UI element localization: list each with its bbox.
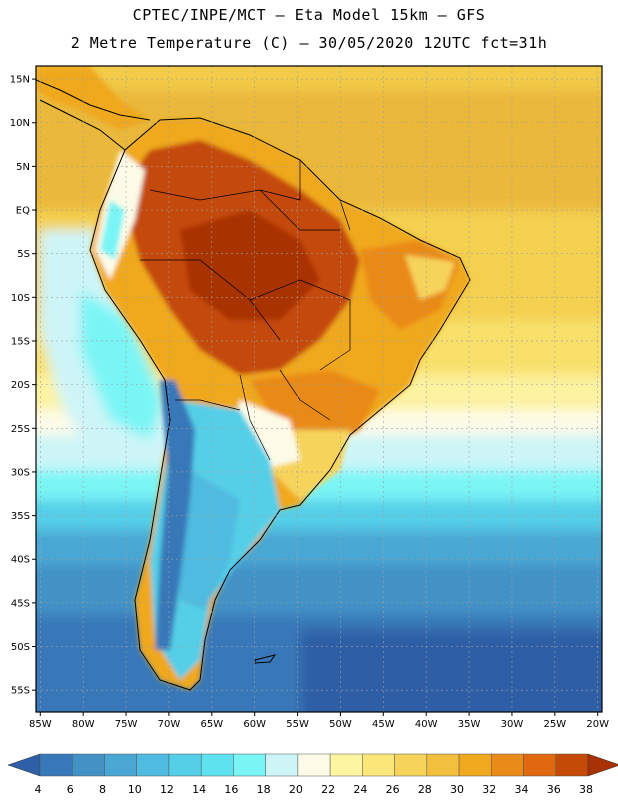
colorbar: 4 6 8 10 12 14 16 18 20 22 24 26 28 30 32 34 36 38 xyxy=(7,753,618,796)
colorbar-label: 38 xyxy=(579,783,593,796)
colorbar-segment xyxy=(39,753,73,777)
lat-label: 25S xyxy=(11,424,30,435)
lat-label: 5N xyxy=(16,162,30,173)
colorbar-label: 34 xyxy=(515,783,529,796)
country-borders xyxy=(140,160,351,461)
coastlines xyxy=(36,79,471,691)
lon-label: 50W xyxy=(329,719,352,730)
colorbar-max-arrow xyxy=(587,753,618,777)
colorbar-segment xyxy=(426,753,460,777)
colorbar-label: 16 xyxy=(224,783,238,796)
lon-label: 65W xyxy=(200,719,223,730)
lat-label: 40S xyxy=(11,555,30,566)
lat-label: 45S xyxy=(11,598,30,609)
colorbar-label: 14 xyxy=(192,783,206,796)
colorbar-segment xyxy=(555,753,589,777)
title-line-2: 2 Metre Temperature (C) – 30/05/2020 12U… xyxy=(70,34,548,52)
lat-label: 10N xyxy=(10,118,30,129)
lat-label: 15S xyxy=(11,336,30,347)
colorbar-min-arrow xyxy=(7,753,41,777)
graticule xyxy=(36,66,602,712)
lon-label: 55W xyxy=(286,719,309,730)
lat-label: 55S xyxy=(11,686,30,697)
lon-label: 45W xyxy=(372,719,395,730)
map-frame xyxy=(35,65,603,713)
colorbar-segment xyxy=(233,753,266,777)
axis-labels: 15N 10N 5N EQ 5S 10S 15S 20S 25S 30S 35S 40S 45S 50S 5… xyxy=(10,75,609,730)
lon-label: 20W xyxy=(586,719,609,730)
map-field xyxy=(36,66,602,712)
lat-label: 5S xyxy=(17,249,30,260)
colorbar-label: 10 xyxy=(128,783,142,796)
colorbar-segment xyxy=(71,753,105,777)
lat-label: 10S xyxy=(11,293,30,304)
colorbar-label: 6 xyxy=(67,783,74,796)
lat-label: 15N xyxy=(10,75,30,86)
colorbar-segment xyxy=(136,753,170,777)
lat-label: EQ xyxy=(16,206,30,217)
lon-label: 75W xyxy=(115,719,138,730)
lon-label: 40W xyxy=(415,719,438,730)
lon-label: 80W xyxy=(72,719,95,730)
colorbar-label: 24 xyxy=(353,783,367,796)
lon-label: 60W xyxy=(243,719,266,730)
colorbar-segment xyxy=(265,753,299,777)
lat-label: 35S xyxy=(11,511,30,522)
colorbar-label: 8 xyxy=(99,783,106,796)
lat-label: 20S xyxy=(11,380,30,391)
lon-label: 30W xyxy=(501,719,524,730)
colorbar-segment xyxy=(329,753,363,777)
colorbar-segment xyxy=(200,753,234,777)
colorbar-segment xyxy=(523,753,557,777)
colorbar-label: 20 xyxy=(289,783,303,796)
colorbar-segment xyxy=(394,753,428,777)
lat-label: 50S xyxy=(11,642,30,653)
colorbar-segment xyxy=(297,753,331,777)
colorbar-label: 30 xyxy=(450,783,464,796)
colorbar-segment xyxy=(458,753,492,777)
colorbar-label: 4 xyxy=(35,783,42,796)
colorbar-segment xyxy=(491,753,524,777)
colorbar-segment xyxy=(168,753,202,777)
title-line-1: CPTEC/INPE/MCT – Eta Model 15km – GFS xyxy=(132,6,486,24)
lon-label: 35W xyxy=(458,719,481,730)
colorbar-label: 22 xyxy=(321,783,335,796)
colorbar-label: 26 xyxy=(386,783,400,796)
lon-label: 70W xyxy=(158,719,181,730)
lat-label: 30S xyxy=(11,467,30,478)
lon-label: 85W xyxy=(29,719,52,730)
colorbar-label: 28 xyxy=(418,783,432,796)
lon-label: 25W xyxy=(544,719,567,730)
colorbar-label: 36 xyxy=(547,783,561,796)
colorbar-label: 32 xyxy=(482,783,496,796)
colorbar-segment xyxy=(104,753,137,777)
colorbar-segment xyxy=(362,753,395,777)
colorbar-label: 12 xyxy=(160,783,174,796)
colorbar-label: 18 xyxy=(257,783,271,796)
